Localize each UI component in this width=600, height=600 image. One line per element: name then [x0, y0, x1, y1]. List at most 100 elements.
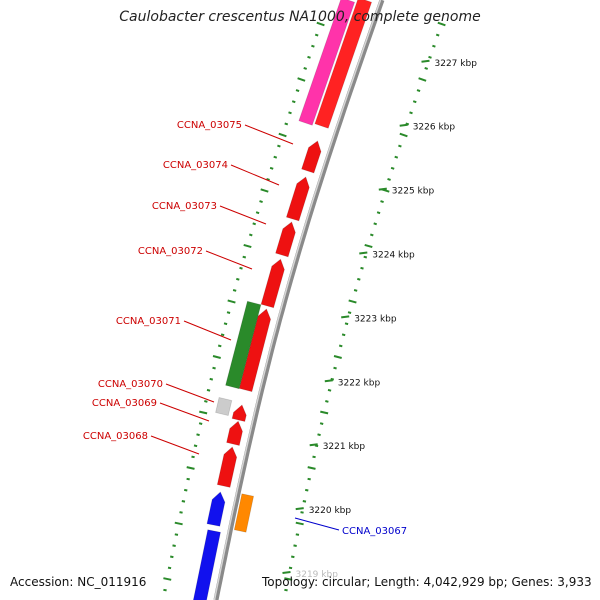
outer-tick — [412, 100, 417, 104]
inner-tick — [288, 111, 292, 115]
label-leaders — [150, 124, 340, 531]
inner-tick — [295, 89, 300, 93]
gene-feature-red — [216, 446, 238, 488]
inner-tick — [314, 33, 319, 37]
inner-tick — [193, 444, 198, 448]
scale-tick — [295, 507, 304, 511]
gene-label: CCNA_03071 — [116, 316, 181, 327]
gene-feature-red — [231, 404, 247, 422]
scale-tick — [421, 59, 430, 63]
inner-tick — [311, 44, 315, 48]
label-leader-line — [150, 435, 200, 455]
outer-tick — [284, 588, 288, 592]
outer-tick — [416, 89, 421, 93]
gene-feature-grey — [215, 397, 233, 416]
inner-tick — [186, 466, 195, 470]
gene-label: CCNA_03067 — [342, 526, 407, 537]
inner-tick — [220, 333, 225, 337]
gene-feature-green — [225, 300, 262, 390]
gene-label: CCNA_03074 — [163, 160, 228, 171]
map-title: Caulobacter crescentus NA1000, complete … — [119, 9, 481, 25]
gene-feature-blue — [206, 491, 226, 527]
label-leader-line — [159, 402, 210, 422]
scale-tick — [399, 123, 408, 127]
outer-tick — [307, 477, 311, 481]
inner-tick — [209, 377, 214, 381]
inner-tick — [273, 155, 278, 159]
outer-tick — [348, 299, 357, 304]
outer-tick — [432, 44, 436, 48]
topology-text: Topology: circular; Length: 4,042,929 bp… — [262, 575, 592, 589]
scale-label: 3227 kbp — [435, 59, 478, 69]
outer-tick — [363, 255, 368, 259]
gene-feature-red — [260, 258, 285, 309]
inner-tick — [316, 21, 325, 27]
label-leader-line — [244, 124, 294, 145]
scale-tick — [309, 443, 318, 447]
outer-tick — [418, 77, 427, 82]
outer-tick — [333, 355, 342, 359]
scale-label: 3221 kbp — [323, 442, 366, 452]
inner-tick — [186, 477, 190, 481]
outer-tick — [353, 289, 358, 292]
inner-tick — [174, 521, 183, 526]
outer-tick — [307, 466, 316, 470]
outer-tick — [390, 166, 395, 170]
inner-tick — [196, 433, 200, 437]
outer-tick — [291, 555, 295, 559]
inner-tick — [206, 388, 211, 392]
inner-tick-ring — [163, 21, 325, 592]
outer-tick — [369, 233, 374, 237]
gene-label: CCNA_03069 — [92, 398, 157, 409]
inner-tick — [303, 66, 308, 70]
outer-tick — [344, 322, 349, 326]
inner-tick — [239, 266, 243, 270]
gene-features — [192, 0, 373, 600]
outer-tick — [319, 422, 324, 425]
outer-tick — [325, 400, 329, 403]
backbone-line — [213, 0, 385, 600]
inner-tick — [163, 588, 167, 592]
inner-tick — [212, 355, 221, 359]
inner-tick — [297, 77, 306, 82]
scale-label: 3223 kbp — [354, 314, 397, 324]
scale-label: 3225 kbp — [392, 187, 435, 197]
scale-tick — [359, 251, 368, 255]
gene-label: CCNA_03068 — [83, 431, 148, 442]
outer-tick — [317, 433, 321, 437]
inner-tick — [217, 344, 222, 348]
inner-tick — [236, 277, 240, 281]
scale-tick — [341, 315, 350, 319]
outer-tick — [364, 243, 373, 249]
label-leader-line — [183, 320, 232, 341]
outer-tick — [288, 566, 293, 570]
outer-tick — [312, 455, 316, 459]
outer-tick — [387, 177, 391, 181]
scale-label: 3220 kbp — [309, 506, 352, 516]
outer-tick — [295, 533, 300, 536]
outer-tick — [357, 277, 361, 281]
outer-tick — [437, 21, 446, 27]
inner-tick — [255, 211, 260, 215]
inner-tick — [191, 455, 195, 459]
label-leader-line — [205, 250, 253, 270]
gene-feature-red — [226, 420, 243, 446]
outer-tick — [295, 521, 304, 526]
outer-tick — [398, 144, 402, 148]
backbone-highlight — [213, 0, 382, 600]
scale-label: 3224 kbp — [372, 251, 415, 261]
accession-text: Accession: NC_011916 — [10, 575, 147, 589]
inner-tick — [242, 255, 247, 259]
outer-tick-ring — [284, 21, 446, 592]
inner-tick — [172, 544, 176, 547]
inner-tick — [260, 188, 269, 193]
label-leader-line — [230, 164, 280, 186]
outer-tick — [399, 132, 408, 138]
scale-tick — [324, 379, 333, 383]
outer-tick — [314, 444, 319, 448]
inner-tick — [204, 400, 208, 403]
outer-tick — [435, 33, 440, 37]
scale-tick — [378, 187, 387, 191]
inner-tick — [199, 410, 208, 415]
inner-tick — [259, 200, 263, 204]
